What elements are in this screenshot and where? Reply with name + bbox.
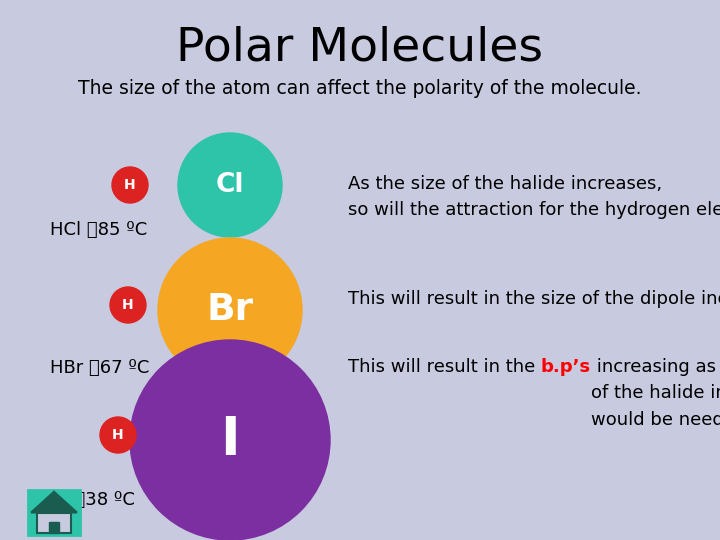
Text: H: H bbox=[122, 298, 134, 312]
Text: H: H bbox=[112, 428, 124, 442]
Text: HI ⁳38 ºC: HI ⁳38 ºC bbox=[50, 491, 135, 509]
Circle shape bbox=[112, 167, 148, 203]
Circle shape bbox=[110, 287, 146, 323]
FancyBboxPatch shape bbox=[37, 512, 71, 533]
Text: increasing as the size
of the halide increases, because more energy
would be nee: increasing as the size of the halide inc… bbox=[591, 358, 720, 429]
Text: The size of the atom can affect the polarity of the molecule.: The size of the atom can affect the pola… bbox=[78, 78, 642, 98]
Polygon shape bbox=[31, 492, 77, 512]
Text: HCl ⁳85 ºC: HCl ⁳85 ºC bbox=[50, 221, 148, 239]
FancyBboxPatch shape bbox=[28, 490, 80, 535]
Text: This will result in the: This will result in the bbox=[348, 358, 541, 376]
Text: Br: Br bbox=[207, 292, 253, 328]
Circle shape bbox=[158, 238, 302, 382]
Text: Cl: Cl bbox=[216, 172, 244, 198]
Text: I: I bbox=[220, 414, 240, 466]
Text: Polar Molecules: Polar Molecules bbox=[176, 25, 544, 71]
Text: b.p’s: b.p’s bbox=[541, 358, 591, 376]
Text: As the size of the halide increases,
so will the attraction for the hydrogen ele: As the size of the halide increases, so … bbox=[348, 175, 720, 219]
Circle shape bbox=[100, 417, 136, 453]
FancyBboxPatch shape bbox=[49, 522, 59, 533]
Text: HBr ⁳67 ºC: HBr ⁳67 ºC bbox=[50, 359, 149, 377]
Text: H: H bbox=[124, 178, 136, 192]
Circle shape bbox=[130, 340, 330, 540]
Text: This will result in the size of the dipole increasing.: This will result in the size of the dipo… bbox=[348, 290, 720, 308]
Circle shape bbox=[178, 133, 282, 237]
